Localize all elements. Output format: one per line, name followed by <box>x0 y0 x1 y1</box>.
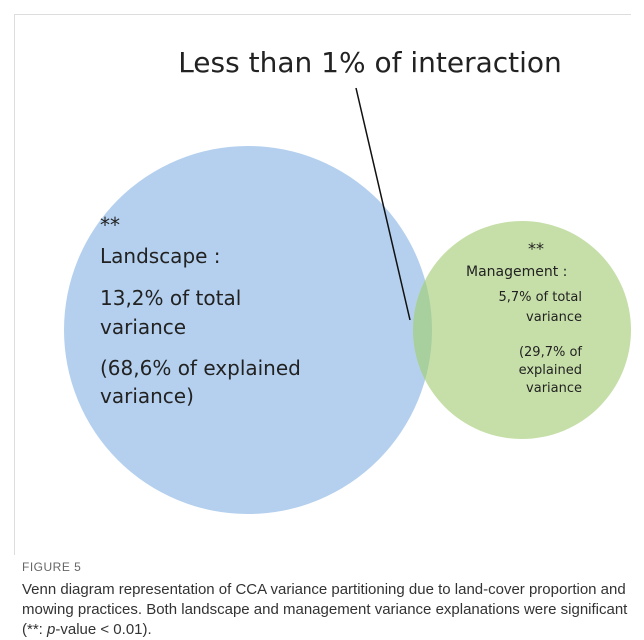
annotation: Less than 1% of interaction <box>178 46 562 79</box>
figure-frame <box>14 14 631 555</box>
circle-text: (68,6% of explained <box>100 356 301 380</box>
circle-label: Management : <box>466 264 567 280</box>
caption-text: -value < 0.01). <box>55 621 152 638</box>
circle-text: explained <box>519 363 582 378</box>
circle-text: variance <box>100 315 186 339</box>
significance: ** <box>528 239 544 258</box>
circle-text: variance) <box>100 384 194 408</box>
caption-text: Venn diagram representation of CCA varia… <box>22 581 628 638</box>
caption-italic: p <box>47 621 56 638</box>
venn-diagram: Less than 1% of interaction ** Landscape… <box>64 46 631 514</box>
landscape-circle <box>64 146 432 514</box>
caption-text: Venn diagram representation of CCA varia… <box>22 580 632 640</box>
circle-label: Landscape : <box>100 244 221 268</box>
circle-text: variance <box>526 381 582 396</box>
annotation-line <box>355 87 411 321</box>
circle-text: variance <box>526 310 582 325</box>
significance: ** <box>100 213 120 237</box>
figure-label: FIGURE 5 <box>22 560 82 574</box>
caption: FIGURE 5 Venn diagram representation of … <box>22 560 632 640</box>
circle-text: 13,2% of total <box>100 286 241 310</box>
circle-text: (29,7% of <box>519 345 582 360</box>
management-circle <box>413 221 631 439</box>
circle-text: 5,7% of total <box>498 290 582 305</box>
